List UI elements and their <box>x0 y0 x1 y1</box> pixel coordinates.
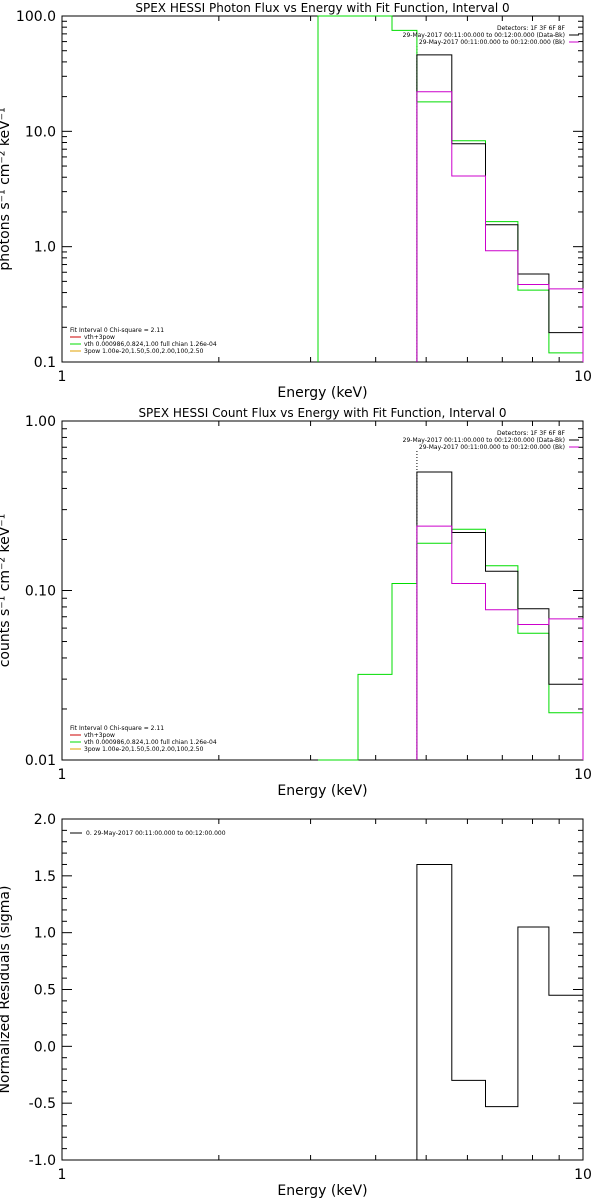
series-line-black-1 <box>416 471 584 760</box>
y-tick-label-0-1: 1.0 <box>34 240 56 256</box>
y-tick-label-0-3: 100.0 <box>16 9 56 25</box>
y-tick-label-2-3: 0.5 <box>34 983 56 999</box>
chart-title-1: SPEX HESSI Count Flux vs Energy with Fit… <box>138 406 506 420</box>
x-axis-label-2: Energy (keV) <box>277 1183 367 1199</box>
info-left-0-2: vth 0.000986,0.824,1.00 full chian 1.26e… <box>84 341 217 348</box>
y-tick-label-2-2: 0.0 <box>34 1039 56 1055</box>
series-line-black-2 <box>416 864 584 1160</box>
series-line-green-0 <box>317 15 584 362</box>
x-tick-label-1-1: 10 <box>574 767 592 783</box>
plot-frame-0 <box>61 15 584 363</box>
plot-frame-1 <box>61 420 584 761</box>
info-right-1-2: 29-May-2017 00:11:00.000 to 00:12:00.000… <box>419 444 565 451</box>
y-axis-label-2: Normalized Residuals (sigma) <box>0 886 13 1094</box>
x-tick-label-2-1: 10 <box>574 1167 592 1183</box>
y-tick-label-2-4: 1.0 <box>34 926 56 942</box>
chart-title-0: SPEX HESSI Photon Flux vs Energy with Fi… <box>135 1 509 15</box>
x-tick-label-0-1: 10 <box>574 369 592 385</box>
info-right-1-1: 29-May-2017 00:11:00.000 to 00:12:00.000… <box>403 437 565 444</box>
y-tick-label-1-0: 0.01 <box>25 753 56 769</box>
info-left-1-3: 3pow 1.00e-20,1.50,5.00,2.00,100,2.50 <box>84 746 204 753</box>
x-tick-label-2-0: 1 <box>58 1167 67 1183</box>
y-tick-label-2-0: -1.0 <box>29 1153 56 1169</box>
y-tick-label-0-0: 0.1 <box>34 355 56 371</box>
y-axis-label-1: counts s⁻¹ cm⁻² keV⁻¹ <box>0 514 13 668</box>
info-left-1-2: vth 0.000986,0.824,1.00 full chian 1.26e… <box>84 739 217 746</box>
info-left-0-1: vth+3pow <box>84 334 115 341</box>
y-tick-label-0-2: 10.0 <box>25 124 56 140</box>
series-line-magenta-0 <box>416 91 584 362</box>
y-axis-label-0: photons s⁻¹ cm⁻² keV⁻¹ <box>0 107 13 270</box>
info-left-0-3: 3pow 1.00e-20,1.50,5.00,2.00,100,2.50 <box>84 348 204 355</box>
info-right-0-0: Detectors: 1F 3F 6F 8F <box>497 25 566 32</box>
x-tick-label-0-0: 1 <box>58 369 67 385</box>
info-left-1-1: vth+3pow <box>84 732 115 739</box>
y-tick-label-1-2: 1.00 <box>25 414 56 430</box>
y-tick-label-2-5: 1.5 <box>34 869 56 885</box>
x-axis-label-1: Energy (keV) <box>277 783 367 799</box>
plot-frame-2 <box>61 818 584 1161</box>
series-line-magenta-1 <box>416 525 584 760</box>
legend-entry-2-0: 0. 29-May-2017 00:11:00.000 to 00:12:00.… <box>86 830 226 837</box>
y-tick-label-2-6: 2.0 <box>34 812 56 828</box>
x-axis-label-0: Energy (keV) <box>277 385 367 401</box>
info-right-0-1: 29-May-2017 00:11:00.000 to 00:12:00.000… <box>403 32 565 39</box>
series-line-green-1 <box>318 528 584 761</box>
x-tick-label-1-0: 1 <box>58 767 67 783</box>
info-right-0-2: 29-May-2017 00:11:00.000 to 00:12:00.000… <box>419 39 565 46</box>
y-tick-label-2-1: -0.5 <box>29 1096 56 1112</box>
info-left-0-0: Fit Interval 0 Chi-square = 2.11 <box>70 327 164 334</box>
series-line-black-0 <box>416 54 584 362</box>
info-right-1-0: Detectors: 1F 3F 6F 8F <box>497 430 566 437</box>
info-left-1-0: Fit Interval 0 Chi-square = 2.11 <box>70 725 164 732</box>
y-tick-label-1-1: 0.10 <box>25 584 56 600</box>
